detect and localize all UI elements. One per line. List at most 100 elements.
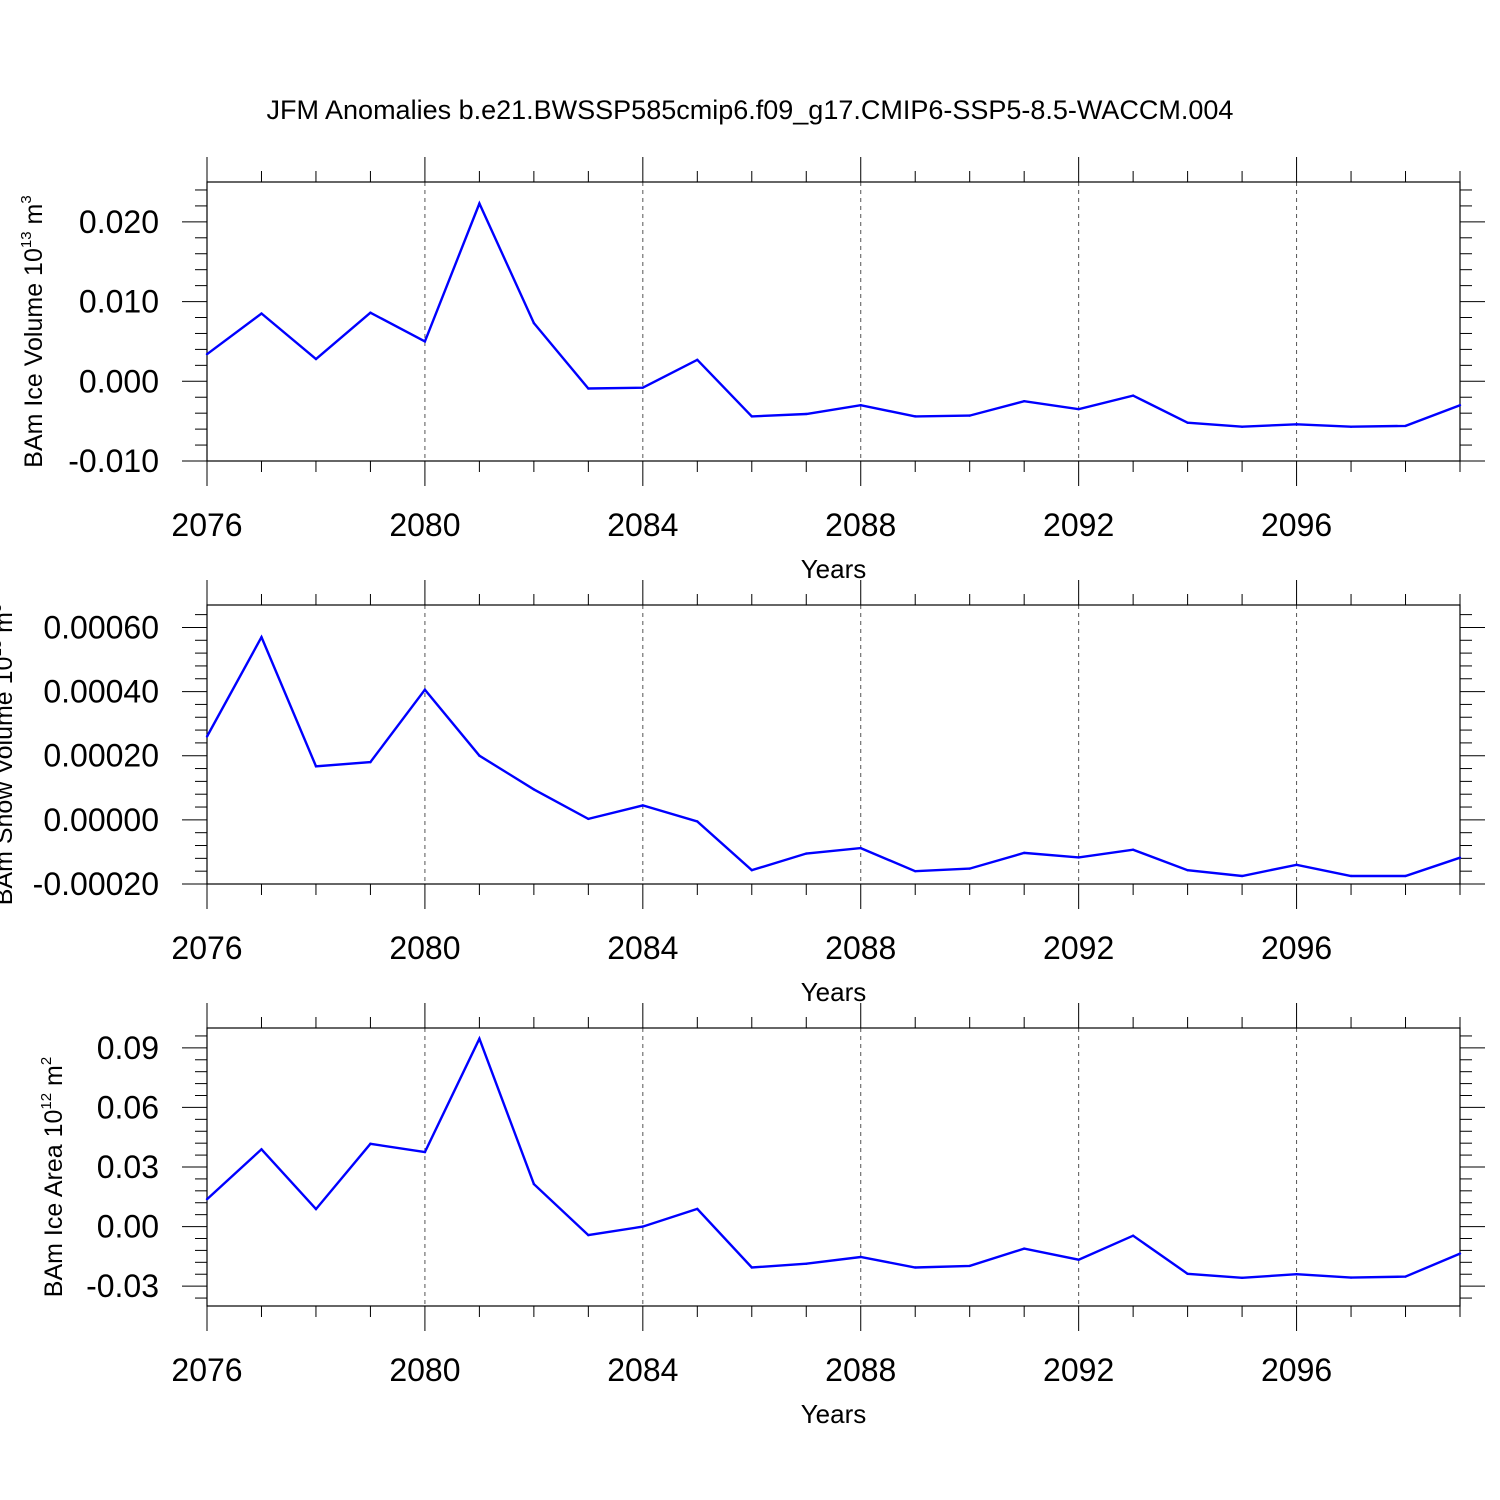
- chart-title: JFM Anomalies b.e21.BWSSP585cmip6.f09_g1…: [267, 95, 1234, 125]
- data-point: [1077, 856, 1080, 859]
- data-point: [1458, 404, 1462, 407]
- data-point: [1022, 851, 1026, 855]
- data-point: [369, 1142, 372, 1145]
- data-point: [914, 869, 917, 873]
- data-point: [260, 312, 263, 315]
- data-point: [532, 1182, 536, 1186]
- x-tick-label: 2084: [607, 507, 678, 543]
- data-point: [1404, 1275, 1407, 1278]
- data-point: [1022, 1247, 1026, 1250]
- data-point: [641, 804, 645, 807]
- data-point: [260, 1148, 263, 1151]
- data-point: [1186, 869, 1189, 872]
- data-point: [532, 321, 536, 325]
- x-tick-label: 2088: [825, 1352, 896, 1388]
- data-point: [587, 817, 590, 821]
- x-tick-label: 2080: [389, 1352, 460, 1388]
- data-point: [1349, 874, 1353, 878]
- y-tick-label: 0.00020: [43, 738, 159, 774]
- data-point: [478, 202, 481, 205]
- y-axis-title-exponent: 13: [18, 231, 35, 248]
- data-point: [968, 1264, 971, 1268]
- data-point: [532, 788, 536, 791]
- data-point: [205, 1197, 209, 1201]
- data-point: [696, 358, 699, 361]
- data-point: [1186, 421, 1189, 424]
- y-tick-label: 0.00000: [43, 802, 159, 838]
- data-point: [859, 846, 862, 850]
- y-tick-label: 0.00060: [43, 609, 159, 645]
- y-axis-title-unit-exponent: 3: [18, 195, 35, 203]
- y-tick-label: 0.00: [97, 1209, 159, 1245]
- x-tick-label: 2084: [607, 930, 678, 966]
- y-tick-label: 0.06: [97, 1089, 159, 1125]
- data-point: [1240, 874, 1244, 878]
- data-point: [423, 340, 427, 343]
- data-point: [641, 1225, 645, 1228]
- data-point: [1131, 394, 1135, 397]
- data-point: [369, 760, 372, 764]
- x-tick-label: 2096: [1261, 930, 1332, 966]
- x-tick-label: 2080: [389, 507, 460, 543]
- x-axis-title: Years: [801, 554, 867, 584]
- y-tick-label: 0.03: [97, 1149, 159, 1185]
- y-axis-title-unit: m: [40, 1065, 68, 1093]
- data-point: [205, 735, 209, 738]
- data-point: [750, 869, 753, 872]
- data-point: [478, 754, 481, 757]
- data-point: [1295, 1273, 1298, 1276]
- y-axis-title: BAm Ice Volume 1013 m3: [18, 195, 48, 467]
- panel-3: 2076 2080 2084 2088 2092 2096 -0.03 0.00 0.03 0.0…: [38, 1003, 1485, 1429]
- x-tick-label: 2092: [1043, 1352, 1114, 1388]
- data-point: [805, 1262, 808, 1265]
- y-tick-label: 0.09: [97, 1030, 159, 1066]
- panel-2: 2076 2080 2084 2088 2092 2096 -0.00020 0.00000 0…: [0, 580, 1485, 1007]
- x-tick-label: 2084: [607, 1352, 678, 1388]
- x-tick-label: 2076: [171, 1352, 242, 1388]
- x-tick-label: 2092: [1043, 507, 1114, 543]
- x-tick-label: 2076: [171, 507, 242, 543]
- data-point: [314, 765, 318, 768]
- y-axis-title-unit-exponent: 3: [0, 604, 5, 612]
- data-point: [1458, 1252, 1462, 1255]
- data-point: [369, 311, 372, 314]
- plot-frame: [206, 1027, 1461, 1307]
- y-axis-title-unit-exponent: 2: [38, 1057, 55, 1065]
- y-axis-title: BAm Ice Area 1012 m2: [38, 1057, 68, 1297]
- data-point: [914, 1266, 917, 1269]
- y-tick-label: 0.000: [79, 363, 159, 399]
- data-point: [423, 1150, 427, 1154]
- data-point: [260, 635, 263, 639]
- data-point: [750, 415, 753, 418]
- data-point: [423, 688, 427, 691]
- data-point: [859, 404, 862, 407]
- data-point: [1077, 1258, 1080, 1261]
- y-tick-label: 0.00040: [43, 674, 159, 710]
- data-point: [1240, 1276, 1244, 1280]
- data-point: [1186, 1272, 1189, 1276]
- y-axis-title-unit: m: [20, 204, 48, 232]
- data-point: [1022, 400, 1026, 403]
- data-point: [205, 352, 209, 356]
- y-axis-title-unit: m: [0, 612, 18, 640]
- plot-frame: [206, 181, 1461, 462]
- data-point: [641, 386, 645, 389]
- series-line: [206, 200, 1461, 428]
- y-axis-title-base: BAm Ice Area 10: [40, 1110, 68, 1298]
- data-point: [1404, 424, 1407, 428]
- y-tick-label: 0.010: [79, 284, 159, 320]
- y-axis-title-base: BAm Ice Volume 10: [20, 248, 48, 468]
- x-tick-label: 2080: [389, 930, 460, 966]
- x-tick-label: 2088: [825, 930, 896, 966]
- data-point: [1349, 1276, 1353, 1279]
- y-tick-label: -0.03: [86, 1268, 159, 1304]
- data-point: [696, 820, 699, 823]
- data-point: [1295, 423, 1298, 426]
- x-axis-title: Years: [801, 1399, 867, 1429]
- data-point: [859, 1255, 862, 1259]
- data-point: [750, 1266, 753, 1269]
- data-point: [1131, 1234, 1135, 1237]
- y-tick-label: 0.020: [79, 204, 159, 240]
- data-point: [968, 867, 971, 870]
